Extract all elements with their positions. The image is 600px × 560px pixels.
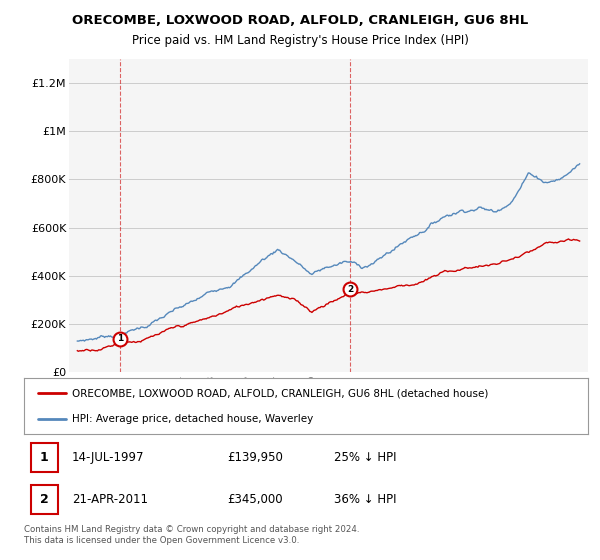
Bar (31, 444, 58, 472)
Text: ORECOMBE, LOXWOOD ROAD, ALFOLD, CRANLEIGH, GU6 8HL (detached house): ORECOMBE, LOXWOOD ROAD, ALFOLD, CRANLEIG… (72, 388, 488, 398)
Text: Price paid vs. HM Land Registry's House Price Index (HPI): Price paid vs. HM Land Registry's House … (131, 34, 469, 46)
Text: 1: 1 (117, 334, 123, 343)
Text: 21-APR-2011: 21-APR-2011 (72, 493, 148, 506)
Text: ORECOMBE, LOXWOOD ROAD, ALFOLD, CRANLEIGH, GU6 8HL: ORECOMBE, LOXWOOD ROAD, ALFOLD, CRANLEIG… (72, 14, 528, 27)
Text: 25% ↓ HPI: 25% ↓ HPI (334, 451, 397, 464)
Text: 1: 1 (40, 451, 49, 464)
Text: Contains HM Land Registry data © Crown copyright and database right 2024.
This d: Contains HM Land Registry data © Crown c… (24, 525, 359, 545)
Text: £345,000: £345,000 (227, 493, 283, 506)
Text: 2: 2 (40, 493, 49, 506)
Text: HPI: Average price, detached house, Waverley: HPI: Average price, detached house, Wave… (72, 414, 313, 424)
Text: £139,950: £139,950 (227, 451, 283, 464)
Text: 14-JUL-1997: 14-JUL-1997 (72, 451, 145, 464)
Text: 36% ↓ HPI: 36% ↓ HPI (334, 493, 397, 506)
Text: 2: 2 (347, 284, 353, 293)
Bar (31, 485, 58, 514)
